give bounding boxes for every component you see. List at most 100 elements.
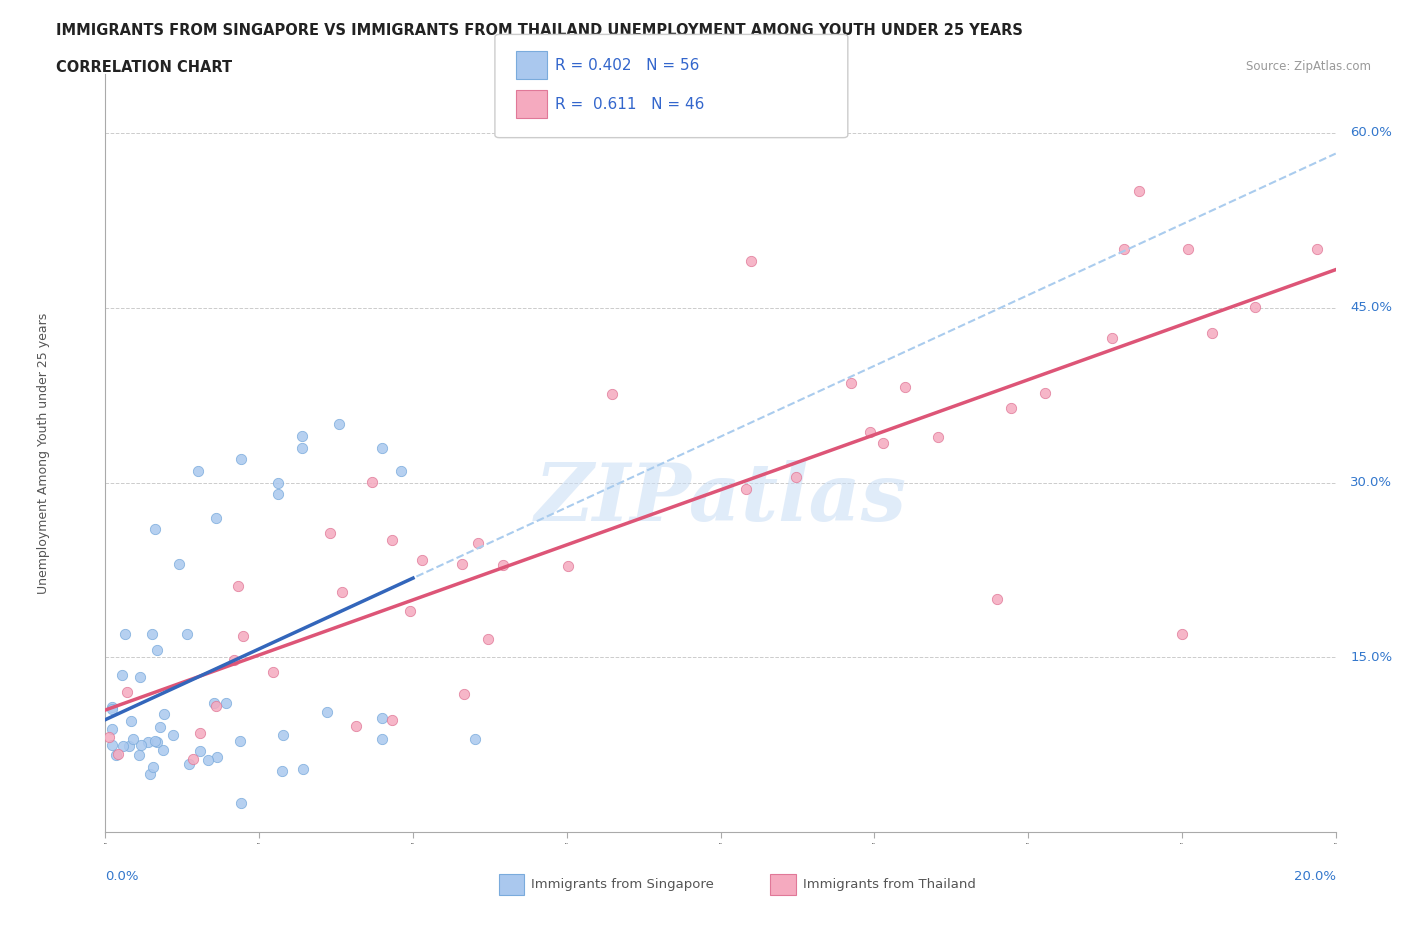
Point: [411, 552, 433, 567]
Point: [398, 604, 420, 618]
Point: [371, 440, 394, 455]
Point: [371, 732, 394, 747]
Point: [1033, 386, 1056, 401]
Point: [105, 747, 128, 762]
Text: Source: ZipAtlas.com: Source: ZipAtlas.com: [1246, 60, 1371, 73]
Point: [229, 796, 252, 811]
Point: [292, 762, 315, 777]
Point: [100, 737, 122, 752]
Point: [1171, 627, 1194, 642]
Point: [205, 750, 228, 764]
Point: [267, 475, 290, 490]
Text: 15.0%: 15.0%: [1350, 651, 1392, 664]
Point: [859, 424, 882, 439]
Point: [927, 430, 949, 445]
Point: [477, 631, 499, 646]
Point: [188, 744, 211, 759]
Point: [1114, 242, 1136, 257]
Text: CORRELATION CHART: CORRELATION CHART: [56, 60, 232, 75]
Point: [262, 664, 284, 679]
Point: [229, 734, 252, 749]
Text: Unemployment Among Youth under 25 years: Unemployment Among Youth under 25 years: [38, 312, 51, 594]
Point: [271, 728, 294, 743]
Point: [872, 436, 894, 451]
Text: Immigrants from Thailand: Immigrants from Thailand: [803, 878, 976, 891]
Point: [117, 738, 139, 753]
Point: [271, 764, 294, 778]
Point: [467, 536, 489, 551]
Point: [267, 486, 290, 501]
Text: 45.0%: 45.0%: [1350, 301, 1392, 314]
Point: [226, 578, 249, 593]
Text: Immigrants from Singapore: Immigrants from Singapore: [531, 878, 714, 891]
Point: [122, 732, 145, 747]
Point: [142, 759, 165, 774]
Point: [188, 726, 211, 741]
Point: [1201, 326, 1223, 340]
Point: [232, 629, 254, 644]
Text: 60.0%: 60.0%: [1350, 126, 1392, 140]
Point: [330, 584, 353, 599]
Text: R =  0.611   N = 46: R = 0.611 N = 46: [555, 97, 704, 112]
Point: [179, 756, 201, 771]
Point: [205, 510, 228, 525]
Point: [136, 735, 159, 750]
Point: [740, 254, 762, 269]
Point: [1177, 242, 1199, 257]
Point: [1305, 242, 1327, 257]
Point: [1101, 331, 1123, 346]
Point: [129, 737, 152, 752]
Text: R = 0.402   N = 56: R = 0.402 N = 56: [555, 58, 700, 73]
Point: [464, 732, 486, 747]
Point: [187, 463, 209, 478]
Point: [181, 751, 204, 766]
Point: [381, 533, 404, 548]
Point: [149, 720, 172, 735]
Point: [143, 733, 166, 748]
Point: [381, 712, 404, 727]
Point: [204, 698, 226, 713]
Point: [143, 522, 166, 537]
Point: [145, 643, 167, 658]
Point: [291, 440, 314, 455]
Point: [344, 719, 367, 734]
Point: [100, 700, 122, 715]
Text: 20.0%: 20.0%: [1294, 870, 1336, 883]
Point: [986, 591, 1008, 606]
Point: [361, 475, 384, 490]
Point: [785, 470, 807, 485]
Point: [222, 653, 245, 668]
Point: [112, 738, 135, 753]
Point: [176, 627, 198, 642]
Point: [141, 627, 163, 642]
Point: [100, 722, 122, 737]
Point: [100, 702, 122, 717]
Point: [839, 376, 862, 391]
Point: [115, 684, 138, 699]
Point: [229, 452, 252, 467]
Point: [328, 417, 350, 432]
Point: [111, 668, 134, 683]
Point: [169, 557, 191, 572]
Point: [107, 747, 129, 762]
Point: [152, 742, 174, 757]
Point: [97, 729, 120, 744]
Point: [128, 747, 150, 762]
Point: [214, 696, 236, 711]
Point: [162, 727, 184, 742]
Point: [894, 380, 917, 395]
Point: [315, 704, 337, 719]
Point: [451, 556, 474, 571]
Point: [139, 766, 162, 781]
Text: 0.0%: 0.0%: [105, 870, 139, 883]
Text: IMMIGRANTS FROM SINGAPORE VS IMMIGRANTS FROM THAILAND UNEMPLOYMENT AMONG YOUTH U: IMMIGRANTS FROM SINGAPORE VS IMMIGRANTS …: [56, 23, 1024, 38]
Point: [114, 627, 136, 642]
Point: [453, 687, 475, 702]
Point: [600, 387, 623, 402]
Point: [1000, 401, 1022, 416]
Point: [389, 463, 412, 478]
Point: [153, 707, 176, 722]
Point: [1128, 183, 1150, 198]
Point: [146, 735, 169, 750]
Point: [291, 429, 314, 444]
